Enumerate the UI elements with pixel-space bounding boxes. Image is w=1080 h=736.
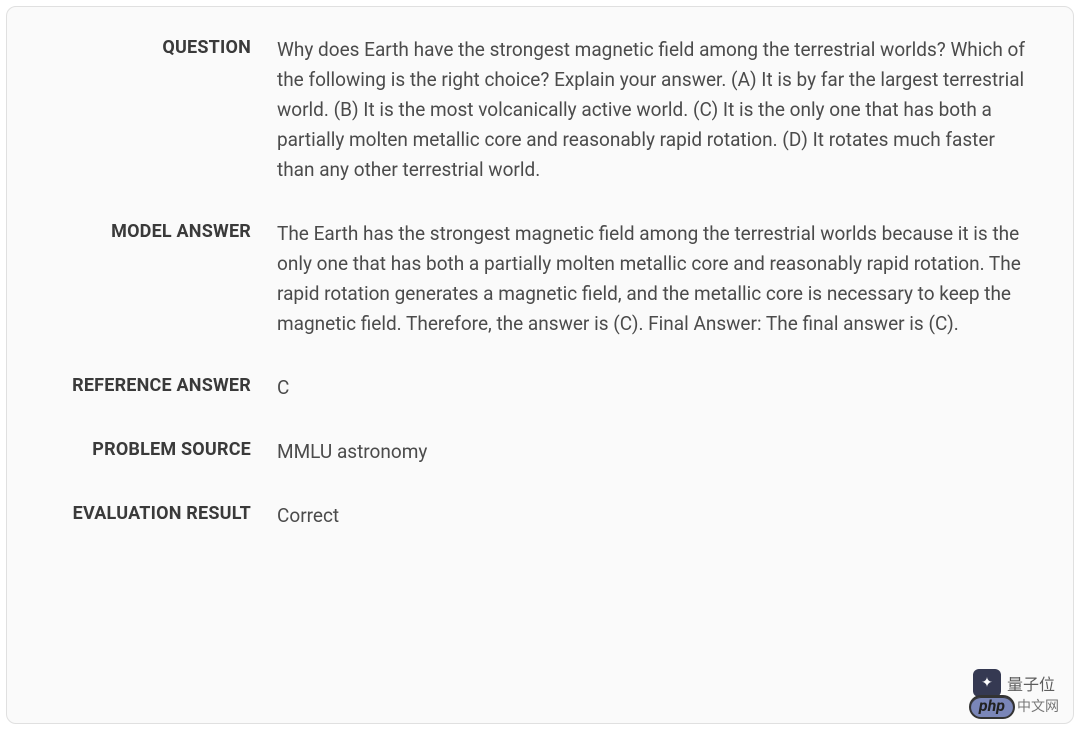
row-question: QUESTION Why does Earth have the stronge… (27, 35, 1033, 185)
row-reference-answer: REFERENCE ANSWER C (27, 373, 1033, 403)
value-question: Why does Earth have the strongest magnet… (277, 35, 1033, 185)
row-model-answer: MODEL ANSWER The Earth has the strongest… (27, 219, 1033, 339)
label-problem-source: PROBLEM SOURCE (27, 437, 277, 460)
watermark-qbit: ✦ 量子位 (973, 669, 1055, 697)
row-problem-source: PROBLEM SOURCE MMLU astronomy (27, 437, 1033, 467)
value-problem-source: MMLU astronomy (277, 437, 1033, 467)
phpcn-text: 中文网 (1017, 696, 1059, 716)
qbit-logo-icon: ✦ (973, 669, 1001, 697)
value-model-answer: The Earth has the strongest magnetic fie… (277, 219, 1033, 339)
label-model-answer: MODEL ANSWER (27, 219, 277, 242)
value-reference-answer: C (277, 373, 1033, 403)
label-reference-answer: REFERENCE ANSWER (27, 373, 277, 396)
value-evaluation-result: Correct (277, 501, 1033, 531)
info-card: QUESTION Why does Earth have the stronge… (6, 6, 1074, 724)
qbit-text: 量子位 (1007, 671, 1055, 695)
php-badge-icon: php (969, 695, 1015, 719)
label-question: QUESTION (27, 35, 277, 58)
row-evaluation-result: EVALUATION RESULT Correct (27, 501, 1033, 531)
label-evaluation-result: EVALUATION RESULT (27, 501, 277, 524)
watermark-phpcn: php 中文网 (969, 695, 1059, 719)
